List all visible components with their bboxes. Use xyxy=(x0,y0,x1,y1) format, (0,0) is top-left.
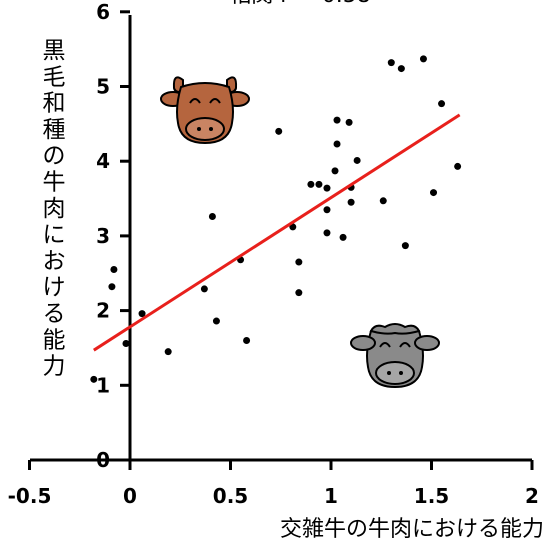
data-point xyxy=(419,55,427,63)
y-axis-label-char: お xyxy=(43,248,66,274)
data-point xyxy=(200,285,208,293)
y-tick-label: 3 xyxy=(96,224,110,248)
trend-line xyxy=(93,113,461,352)
x-tick-label: 1.5 xyxy=(414,484,449,508)
y-axis-label-char: 種 xyxy=(43,117,66,143)
data-point xyxy=(164,348,172,356)
data-point xyxy=(108,283,116,291)
data-point xyxy=(353,156,361,164)
y-axis-label-char: る xyxy=(43,301,66,327)
brown-cow-icon xyxy=(160,76,250,145)
data-point xyxy=(347,198,355,206)
y-axis-label-char: に xyxy=(43,222,66,248)
data-point xyxy=(295,289,303,297)
y-axis-label-char: 能 xyxy=(43,327,66,353)
data-point xyxy=(90,375,98,383)
data-point xyxy=(397,65,405,73)
y-axis-label-char: 力 xyxy=(43,354,66,380)
y-axis-label-char: 毛 xyxy=(43,64,66,90)
data-point xyxy=(379,197,387,205)
data-point xyxy=(323,206,331,214)
data-point xyxy=(208,212,216,220)
y-axis-label-char: 肉 xyxy=(43,196,66,222)
data-point xyxy=(438,100,446,108)
x-tick-label: 1 xyxy=(324,484,338,508)
data-point xyxy=(295,258,303,266)
data-point xyxy=(289,223,297,231)
y-tick-label: 5 xyxy=(96,75,110,99)
y-axis-label-char: 黒 xyxy=(43,38,66,64)
gray-cow-icon xyxy=(350,323,440,389)
data-point xyxy=(333,140,341,148)
data-point xyxy=(345,118,353,126)
data-point xyxy=(275,127,283,135)
chart-title: 相関 r = 0.58 xyxy=(229,0,370,8)
y-tick-label: 2 xyxy=(96,299,110,323)
y-axis-label-char: 和 xyxy=(43,91,66,117)
data-point xyxy=(430,189,438,197)
data-point xyxy=(122,339,130,347)
y-tick-label: 0 xyxy=(96,448,110,472)
x-tick-label: 2 xyxy=(525,484,539,508)
x-axis-label: 交雑牛の牛肉における能力 xyxy=(280,517,544,542)
data-point xyxy=(323,184,331,192)
data-point xyxy=(333,116,341,124)
y-tick-label: 4 xyxy=(96,149,110,173)
y-axis-label-char: 牛 xyxy=(43,170,66,196)
x-tick-label: -0.5 xyxy=(8,484,52,508)
y-tick-label: 6 xyxy=(96,0,110,24)
data-point xyxy=(454,162,462,170)
x-tick-label: 0.5 xyxy=(213,484,248,508)
data-point xyxy=(243,336,251,344)
data-point xyxy=(339,233,347,241)
data-point xyxy=(212,317,220,325)
x-tick-label: 0 xyxy=(123,484,137,508)
data-point xyxy=(110,266,118,274)
data-points xyxy=(90,55,462,383)
x-ticks: -0.5 0 0.5 1 1.5 2 xyxy=(8,460,539,508)
data-point xyxy=(323,229,331,237)
data-point xyxy=(331,167,339,175)
y-ticks: 0 1 2 3 4 5 6 xyxy=(96,0,130,472)
y-tick-label: 1 xyxy=(96,373,110,397)
data-point xyxy=(315,180,323,188)
y-axis-label-char: の xyxy=(43,143,66,169)
data-point xyxy=(138,310,146,318)
data-point xyxy=(307,180,315,188)
data-point xyxy=(387,59,395,67)
y-axis-label-char: け xyxy=(43,275,66,301)
data-point xyxy=(401,242,409,250)
